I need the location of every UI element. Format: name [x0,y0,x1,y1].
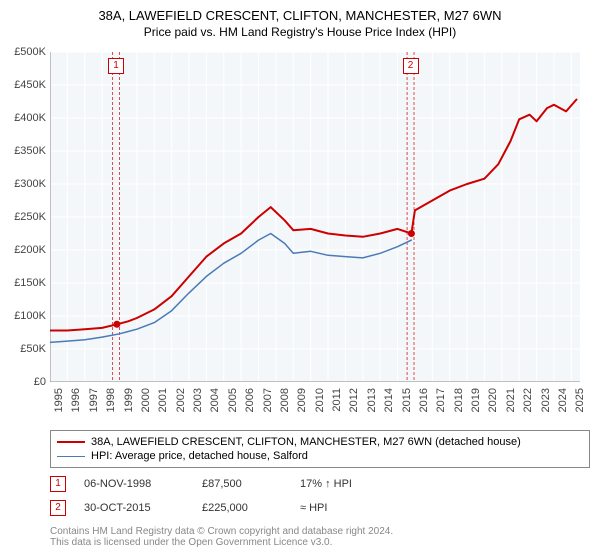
x-tick-label: 2016 [418,388,430,428]
x-tick-label: 2019 [470,388,482,428]
y-tick-label: £450K [4,79,46,91]
y-tick-label: £300K [4,178,46,190]
x-tick-label: 2025 [574,388,586,428]
x-tick-label: 2004 [209,388,221,428]
transaction-price: £225,000 [202,502,282,514]
x-tick-label: 2024 [557,388,569,428]
x-tick-label: 2007 [262,388,274,428]
x-tick-label: 2010 [314,388,326,428]
footer-line1: Contains HM Land Registry data © Crown c… [50,526,393,537]
x-tick-label: 2012 [348,388,360,428]
x-tick-label: 2006 [244,388,256,428]
x-tick-label: 2005 [227,388,239,428]
chart-marker-box: 1 [108,58,124,74]
x-tick-label: 2009 [296,388,308,428]
legend-item: HPI: Average price, detached house, Salf… [57,449,583,463]
legend-item: 38A, LAWEFIELD CRESCENT, CLIFTON, MANCHE… [57,435,583,449]
footer-line2: This data is licensed under the Open Gov… [50,537,393,548]
transaction-diff: 17% ↑ HPI [300,478,380,490]
x-tick-label: 2011 [331,388,343,428]
transactions-table: 1 06-NOV-1998 £87,500 17% ↑ HPI 2 30-OCT-2015… [50,472,380,520]
x-tick-label: 2001 [157,388,169,428]
transaction-date: 30-OCT-2015 [84,502,184,514]
x-tick-label: 2008 [279,388,291,428]
x-tick-label: 2002 [175,388,187,428]
y-tick-label: £250K [4,211,46,223]
x-tick-label: 1995 [53,388,65,428]
chart-title: 38A, LAWEFIELD CRESCENT, CLIFTON, MANCHE… [0,0,600,23]
y-tick-label: £0 [4,376,46,388]
y-tick-label: £50K [4,343,46,355]
footer-attribution: Contains HM Land Registry data © Crown c… [50,526,393,548]
x-tick-label: 2017 [435,388,447,428]
chart-legend: 38A, LAWEFIELD CRESCENT, CLIFTON, MANCHE… [50,430,590,468]
y-tick-label: £400K [4,112,46,124]
transaction-price: £87,500 [202,478,282,490]
x-tick-label: 2014 [383,388,395,428]
transaction-row: 2 30-OCT-2015 £225,000 ≈ HPI [50,496,380,520]
transaction-diff: ≈ HPI [300,502,380,514]
x-tick-label: 1996 [70,388,82,428]
legend-swatch [57,441,85,443]
legend-label: HPI: Average price, detached house, Salf… [91,450,308,462]
x-tick-label: 2015 [401,388,413,428]
y-tick-label: £100K [4,310,46,322]
transaction-date: 06-NOV-1998 [84,478,184,490]
x-tick-label: 2021 [505,388,517,428]
chart-lines [50,52,580,382]
x-tick-label: 1998 [105,388,117,428]
legend-label: 38A, LAWEFIELD CRESCENT, CLIFTON, MANCHE… [91,436,521,448]
x-tick-label: 2023 [540,388,552,428]
x-tick-label: 2022 [522,388,534,428]
legend-swatch [57,456,85,457]
transaction-marker: 2 [50,500,66,516]
transaction-marker: 1 [50,476,66,492]
x-tick-label: 2013 [366,388,378,428]
transaction-row: 1 06-NOV-1998 £87,500 17% ↑ HPI [50,472,380,496]
chart-plot-area: 12 [50,52,580,382]
x-tick-label: 2003 [192,388,204,428]
y-tick-label: £200K [4,244,46,256]
x-tick-label: 2000 [140,388,152,428]
x-tick-label: 2018 [453,388,465,428]
chart-marker-box: 2 [403,58,419,74]
x-tick-label: 1997 [88,388,100,428]
x-tick-label: 1999 [123,388,135,428]
y-tick-label: £150K [4,277,46,289]
y-tick-label: £350K [4,145,46,157]
chart-subtitle: Price paid vs. HM Land Registry's House … [0,23,600,39]
y-tick-label: £500K [4,46,46,58]
x-tick-label: 2020 [487,388,499,428]
